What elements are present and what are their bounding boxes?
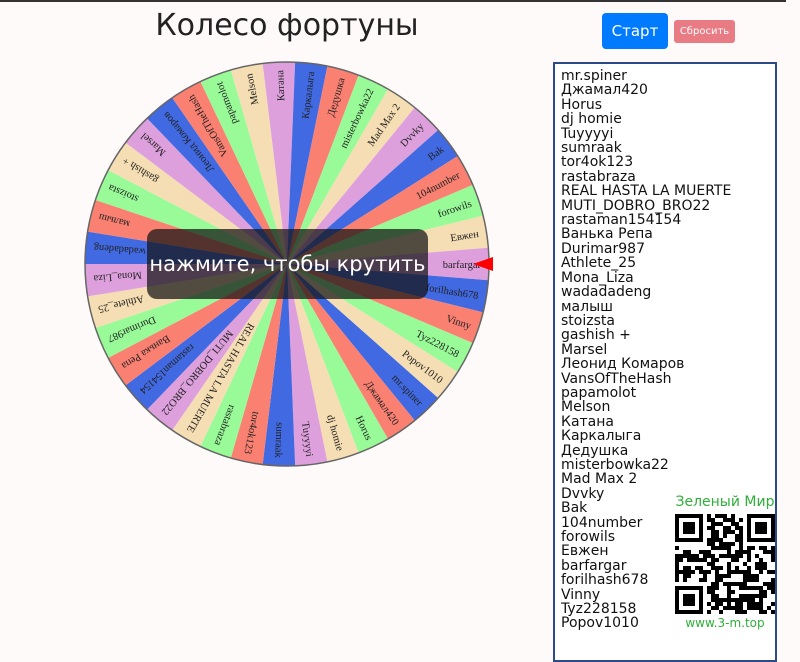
name-line: REAL HASTA LA MUERTE bbox=[561, 183, 732, 200]
wheel-segment bbox=[200, 69, 287, 264]
wheel-segment-label: barfargar bbox=[443, 260, 482, 271]
name-line: Vinny bbox=[561, 586, 601, 603]
name-line: misterbowka22 bbox=[561, 456, 669, 473]
wheel-segment bbox=[200, 264, 287, 459]
wheel-segment bbox=[287, 89, 415, 264]
name-line: Катана bbox=[561, 413, 614, 430]
name-line: wadadadeng bbox=[561, 284, 652, 301]
wheel-segment bbox=[172, 81, 287, 264]
wheel-segment bbox=[172, 264, 287, 447]
wheel-segment bbox=[287, 107, 439, 264]
ad-title: Зеленый Мир bbox=[675, 494, 775, 510]
wheel-segment-label: Tuyyyyi bbox=[299, 421, 314, 457]
names-textarea[interactable]: mr.spiner Джамал420 Horus dj homie Tuyyyyi su… bbox=[553, 62, 777, 662]
wheel-segment bbox=[287, 75, 388, 265]
name-line: rastaman154154 bbox=[561, 212, 682, 229]
top-divider bbox=[0, 0, 786, 2]
name-line: Ванька Репа bbox=[561, 226, 653, 243]
name-line: barfargar bbox=[561, 557, 627, 574]
wheel-segment-label: sumraak bbox=[272, 422, 284, 459]
name-line: Tyz228158 bbox=[561, 601, 637, 618]
spin-overlay-hint[interactable]: нажмите, чтобы крутить bbox=[147, 229, 428, 299]
name-line: mr.spiner bbox=[561, 68, 627, 84]
wheel-segment bbox=[287, 264, 359, 462]
name-line: forowils bbox=[561, 529, 616, 545]
wheel-segment bbox=[262, 62, 296, 264]
page-title: Колесо фортуны bbox=[155, 8, 419, 43]
name-line: Леонид Комаров bbox=[561, 356, 685, 373]
name-line: stoizsta bbox=[561, 312, 615, 329]
name-line: Athlete_25 bbox=[561, 255, 637, 272]
name-line: dj homie bbox=[561, 111, 622, 128]
name-line: Каркалыга bbox=[561, 428, 642, 445]
wheel-segment bbox=[287, 264, 328, 466]
wheel-segment bbox=[230, 63, 287, 264]
name-line: 104number bbox=[561, 514, 643, 531]
wheel-segment bbox=[125, 118, 287, 264]
wheel-segment-label: wadadadeng bbox=[93, 241, 147, 256]
ad-banner[interactable]: Зеленый Мир www.3-m.top bbox=[668, 494, 782, 630]
name-line: tor4ok123 bbox=[561, 154, 634, 171]
name-line: gashish + bbox=[561, 327, 631, 344]
name-line: Джамал420 bbox=[561, 82, 648, 99]
wheel-segment bbox=[287, 66, 359, 264]
name-line: Bak bbox=[561, 500, 588, 517]
name-line: papamolot bbox=[561, 384, 637, 401]
reset-button[interactable]: Сбросить bbox=[674, 20, 735, 43]
start-button[interactable]: Старт bbox=[602, 13, 668, 49]
name-line: Popov1010 bbox=[561, 615, 639, 632]
name-line: Mona_Liza bbox=[561, 269, 634, 286]
wheel-segment-label: Евжен bbox=[450, 229, 480, 244]
name-line: Marsel bbox=[561, 341, 608, 358]
name-line: Дедушка bbox=[561, 442, 629, 459]
wheel-segment bbox=[230, 264, 287, 465]
name-line: Durimar987 bbox=[561, 240, 645, 257]
wheel-segment bbox=[147, 264, 287, 431]
qr-code-icon bbox=[675, 514, 775, 614]
name-line: Евжен bbox=[561, 543, 609, 560]
name-line: forilhash678 bbox=[561, 572, 649, 589]
name-line: Horus bbox=[561, 96, 603, 113]
name-line: Mad Max 2 bbox=[561, 471, 638, 488]
wheel-segment bbox=[287, 264, 415, 439]
wheel-segment bbox=[287, 264, 439, 421]
name-line: MUTI_DOBRO_BRO22 bbox=[561, 197, 711, 214]
wheel-segment bbox=[262, 264, 296, 467]
name-line: малыш bbox=[561, 298, 613, 315]
name-line: Melson bbox=[561, 399, 611, 416]
name-line: rastabraza bbox=[561, 168, 636, 185]
wheel-segment bbox=[287, 264, 388, 453]
wheel-pointer-icon bbox=[473, 257, 493, 271]
wheel-segment bbox=[287, 62, 328, 265]
name-line: sumraak bbox=[561, 140, 622, 157]
wheel-segment bbox=[125, 264, 287, 410]
name-line: Tuyyyyi bbox=[561, 125, 614, 142]
wheel-segment-label: Mona_Liza bbox=[93, 269, 142, 284]
spin-hint-text: нажмите, чтобы крутить bbox=[149, 252, 426, 276]
wheel-segment-label: Катана bbox=[275, 70, 287, 102]
name-line: Dvvky bbox=[561, 485, 605, 502]
ad-url[interactable]: www.3-m.top bbox=[685, 616, 765, 630]
wheel-segment bbox=[147, 97, 287, 264]
name-line: VansOfTheHash bbox=[561, 370, 672, 387]
